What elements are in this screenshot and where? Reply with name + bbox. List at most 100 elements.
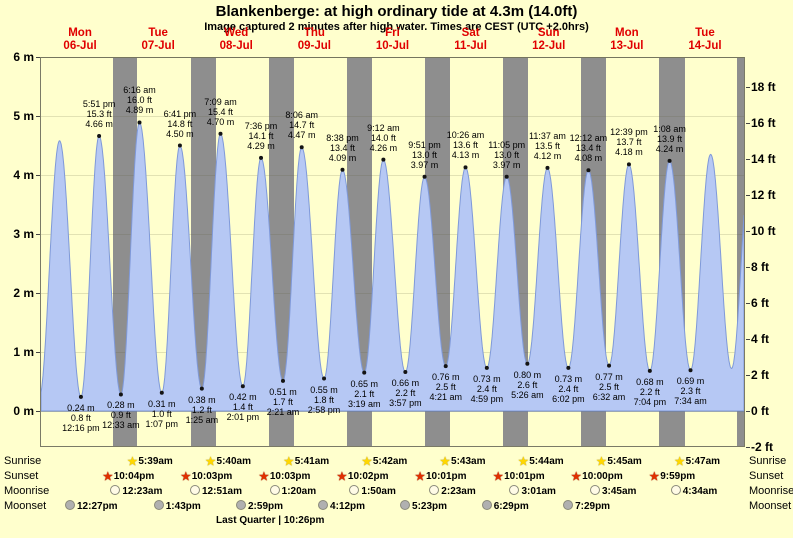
low-tide-label: 0.80 m 2.6 ft 5:26 am — [504, 370, 550, 400]
tide-extreme-dot — [688, 368, 693, 373]
high-tide-label-line: 14.0 ft — [370, 132, 396, 143]
sunrise-icon: ★ — [205, 456, 216, 468]
high-tide-label-line: 13.4 ft — [329, 142, 355, 153]
tide-extreme-dot — [299, 145, 304, 150]
high-tide-label-line: 11:05 pm — [488, 139, 526, 150]
sunrise-row-label: Sunrise — [4, 455, 42, 467]
tide-extreme-dot — [159, 390, 164, 395]
sunset-row-label: Sunset — [749, 470, 784, 482]
day-label: Sat 11-Jul — [439, 27, 503, 53]
y-axis-left-label: 1 m — [13, 345, 34, 359]
moonrise-time-text: 12:23am — [122, 486, 163, 497]
moonset-time: 6:29pm — [481, 500, 529, 512]
day-label: Tue 14-Jul — [673, 27, 737, 53]
day-label: Fri 10-Jul — [361, 27, 425, 53]
low-tide-label-line: 0.42 m — [229, 392, 257, 403]
day-name: Sun — [537, 27, 560, 39]
low-tide-label-line: 1.7 ft — [272, 396, 293, 407]
day-date: 12-Jul — [532, 40, 566, 52]
low-tide-label-line: 2.5 ft — [599, 381, 620, 392]
day-name: Fri — [385, 27, 400, 39]
moonrise-time: 4:34am — [670, 485, 717, 497]
low-tide-label-line: 6:32 am — [592, 391, 626, 402]
low-tide-label: 0.65 m 2.1 ft 3:19 am — [341, 379, 387, 409]
tide-extreme-dot — [240, 384, 245, 389]
day-date: 10-Jul — [375, 40, 410, 52]
sunrise-time: ★5:44am — [518, 455, 563, 468]
day-name: Sat — [461, 27, 480, 39]
sunset-icon: ★ — [571, 471, 582, 483]
high-tide-label-line: 4.89 m — [125, 105, 154, 116]
tide-extreme-dot — [647, 368, 652, 373]
low-tide-label-line: 0.76 m — [431, 372, 460, 383]
moonset-icon — [400, 500, 411, 510]
tide-extreme-dot — [78, 394, 83, 399]
y-axis-right-tick — [746, 446, 750, 448]
high-tide-label-line: 4.09 m — [328, 152, 357, 163]
tide-extreme-dot — [280, 378, 285, 383]
moonset-icon — [481, 500, 492, 510]
low-tide-label-line: 1:07 pm — [145, 418, 179, 429]
y-axis-right-label: 14 ft — [751, 152, 776, 167]
high-tide-label-line: 7:09 am — [204, 96, 237, 107]
low-tide-label: 0.73 m 2.4 ft 4:59 pm — [464, 374, 510, 404]
sunset-time: ★10:03pm — [181, 470, 232, 483]
high-tide-label-line: 4.24 m — [655, 143, 684, 154]
high-tide-label: 8:38 pm 13.4 ft 4.09 m — [319, 133, 365, 163]
high-tide-label-line: 4.50 m — [166, 128, 194, 139]
sunset-icon: ★ — [180, 471, 191, 483]
high-tide-label-line: 7:36 pm — [244, 120, 278, 131]
y-axis-left-tick — [36, 411, 40, 412]
low-tide-label-line: 2.4 ft — [558, 383, 579, 394]
high-tide-label: 9:12 am 14.0 ft 4.26 m — [360, 123, 406, 153]
y-axis-right-tick — [746, 195, 750, 197]
low-tide-label-line: 0.77 m — [595, 371, 623, 382]
low-tide-label-line: 2:58 pm — [307, 404, 341, 415]
high-tide-label: 12:12 am 13.4 ft 4.08 m — [565, 133, 611, 163]
high-tide-label-line: 14.1 ft — [248, 130, 274, 141]
sunrise-icon: ★ — [440, 456, 451, 468]
day-date: 09-Jul — [297, 40, 331, 52]
moonrise-icon — [670, 485, 681, 495]
high-tide-label-line: 9:12 am — [367, 122, 400, 133]
moonrise-time: 3:01am — [509, 485, 556, 497]
high-tide-label-line: 4.26 m — [369, 142, 398, 153]
page-subtitle: Image captured 2 minutes after high wate… — [204, 21, 589, 33]
low-tide-label-line: 0.8 ft — [70, 412, 91, 423]
tide-extreme-dot — [362, 370, 367, 375]
sunrise-icon: ★ — [361, 456, 372, 468]
tide-extreme-dot — [118, 392, 123, 397]
low-tide-label-line: 0.73 m — [554, 373, 583, 384]
moonset-icon — [235, 500, 246, 510]
sunset-time: ★10:00pm — [571, 470, 622, 483]
low-tide-label-line: 2.5 ft — [435, 382, 456, 393]
y-axis-left-tick — [36, 57, 40, 58]
low-tide-label: 0.42 m 1.4 ft 2:01 pm — [220, 392, 266, 422]
moonrise-row-label: Moonrise — [4, 485, 50, 497]
moonset-row-label: Moonset — [749, 500, 792, 512]
sunrise-icon: ★ — [596, 456, 607, 468]
sunset-time: ★9:59pm — [649, 470, 695, 483]
high-tide-label-line: 3.97 m — [410, 159, 439, 170]
day-name: Mon — [68, 27, 92, 39]
low-tide-label-line: 4:21 am — [429, 392, 462, 403]
gridline — [41, 175, 744, 176]
moonrise-row-label: Moonrise — [749, 485, 793, 497]
low-tide-label: 0.77 m 2.5 ft 6:32 am — [586, 372, 632, 402]
y-axis-right-label: 2 ft — [751, 368, 769, 383]
sunrise-time: ★5:43am — [440, 455, 485, 468]
tide-extreme-dot — [259, 155, 264, 160]
sunset-time: ★10:01pm — [415, 470, 466, 483]
high-tide-label-line: 11:37 am — [529, 130, 566, 141]
high-tide-label-line: 15.4 ft — [207, 106, 233, 117]
sunrise-time-text: 5:42am — [372, 456, 408, 467]
y-axis-right-tick — [746, 339, 750, 341]
tide-extreme-dot — [381, 157, 386, 162]
sunset-time-text: 10:04pm — [113, 471, 155, 482]
sunset-time: ★10:03pm — [259, 470, 310, 483]
day-date: 06-Jul — [63, 40, 97, 52]
sunset-time: ★10:04pm — [103, 470, 154, 483]
tide-extreme-dot — [137, 120, 142, 125]
y-axis-right-label: 16 ft — [751, 116, 776, 131]
moonset-time-text: 6:29pm — [493, 501, 529, 512]
